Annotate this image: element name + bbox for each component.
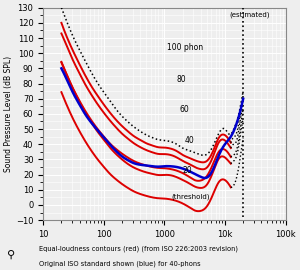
Text: 80: 80	[177, 75, 186, 83]
Text: 40: 40	[185, 136, 195, 145]
Text: Original ISO standard shown (blue) for 40-phons: Original ISO standard shown (blue) for 4…	[39, 261, 201, 267]
Text: (estimated): (estimated)	[230, 12, 270, 18]
Text: Equal-loudness contours (red) (from ISO 226:2003 revision): Equal-loudness contours (red) (from ISO …	[39, 246, 238, 252]
Text: (threshold): (threshold)	[171, 193, 210, 200]
Text: 20: 20	[183, 166, 192, 175]
Text: 60: 60	[180, 105, 190, 114]
Text: 100 phon: 100 phon	[167, 43, 203, 52]
Text: ⚲: ⚲	[8, 250, 16, 260]
Y-axis label: Sound Pressure Level (dB SPL): Sound Pressure Level (dB SPL)	[4, 56, 13, 172]
